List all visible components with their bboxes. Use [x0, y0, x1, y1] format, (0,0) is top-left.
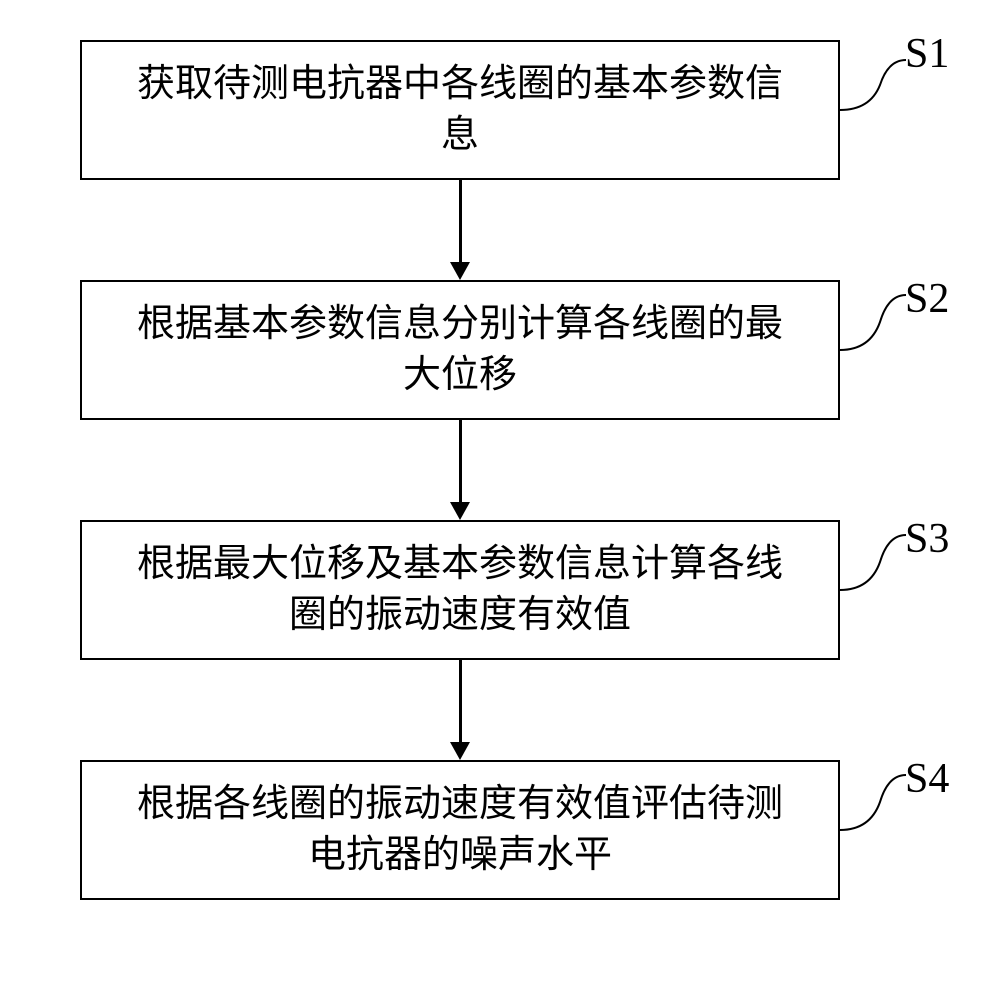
step-text-s2: 根据基本参数信息分别计算各线圈的最 大位移 [137, 299, 783, 402]
flowchart-canvas: 获取待测电抗器中各线圈的基本参数信 息 S1 根据基本参数信息分别计算各线圈的最… [0, 0, 1000, 991]
step-text-s4: 根据各线圈的振动速度有效值评估待测 电抗器的噪声水平 [137, 779, 783, 882]
arrow-s1-s2 [459, 180, 462, 262]
step-text-s3: 根据最大位移及基本参数信息计算各线 圈的振动速度有效值 [137, 539, 783, 642]
arrow-s2-s3 [459, 420, 462, 502]
connector-s3 [840, 530, 910, 595]
arrow-s3-s4 [459, 660, 462, 742]
step-box-s4: 根据各线圈的振动速度有效值评估待测 电抗器的噪声水平 [80, 760, 840, 900]
arrow-head-s2-s3 [450, 502, 470, 520]
step-label-s4: S4 [905, 755, 949, 803]
step-label-s2: S2 [905, 275, 949, 323]
step-box-s1: 获取待测电抗器中各线圈的基本参数信 息 [80, 40, 840, 180]
arrow-head-s3-s4 [450, 742, 470, 760]
step-text-s1: 获取待测电抗器中各线圈的基本参数信 息 [137, 59, 783, 162]
step-box-s2: 根据基本参数信息分别计算各线圈的最 大位移 [80, 280, 840, 420]
connector-s2 [840, 290, 910, 355]
step-label-s3: S3 [905, 515, 949, 563]
arrow-head-s1-s2 [450, 262, 470, 280]
connector-s4 [840, 770, 910, 835]
connector-s1 [840, 55, 910, 115]
step-label-s1: S1 [905, 30, 949, 78]
step-box-s3: 根据最大位移及基本参数信息计算各线 圈的振动速度有效值 [80, 520, 840, 660]
